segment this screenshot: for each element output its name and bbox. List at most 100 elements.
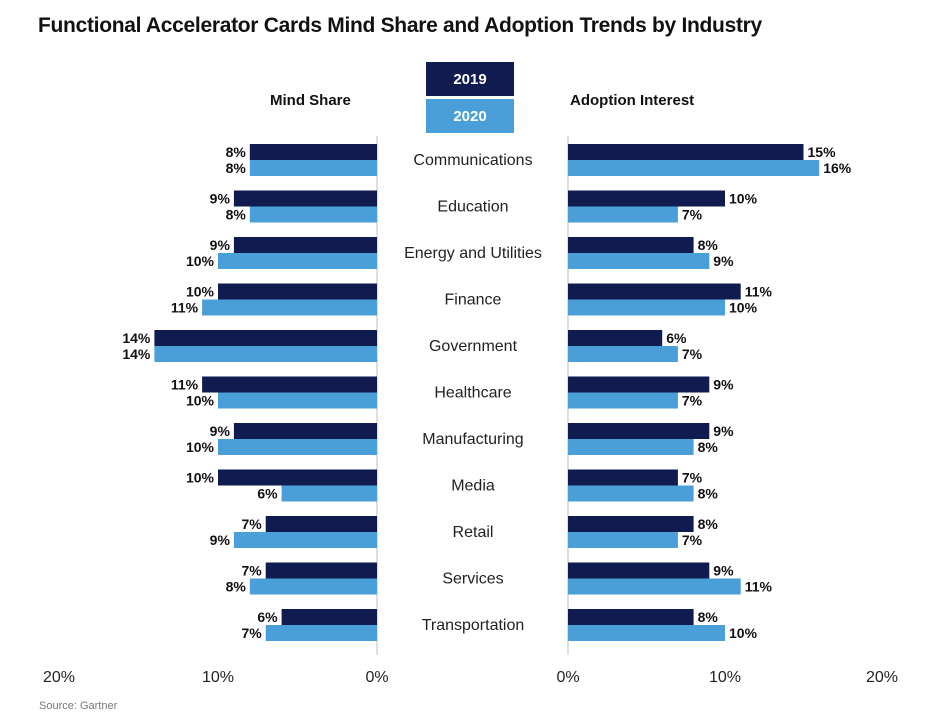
category-label-communications: Communications (413, 152, 532, 169)
adoption-interest-bar-2020-finance (568, 299, 725, 316)
mind-share-value-label: 6% (257, 609, 278, 625)
mind-share-value-label: 10% (186, 439, 215, 455)
adoption-interest-bar-2020-healthcare (568, 392, 678, 409)
mind-share-bar-2020-government (154, 346, 377, 362)
adoption-interest-bar-2019-communications (568, 144, 804, 160)
adoption-interest-value-label: 8% (698, 439, 719, 455)
category-label-services: Services (442, 571, 503, 588)
adoption-interest-tick-label: 0% (556, 669, 579, 686)
adoption-interest-bar-2020-retail (568, 532, 678, 548)
mind-share-bar-2019-transportation (281, 609, 377, 625)
mind-share-value-label: 14% (122, 330, 151, 346)
mind-share-value-label: 8% (226, 579, 247, 595)
mind-share-value-label: 11% (171, 300, 199, 316)
adoption-interest-bar-2019-services (568, 562, 710, 579)
mind-share-bar-2019-government (154, 330, 377, 346)
mind-share-tick-label: 10% (202, 669, 234, 686)
adoption-interest-bar-2020-energy-and-utilities (568, 253, 710, 269)
adoption-interest-bar-2019-manufacturing (568, 423, 710, 439)
adoption-interest-value-label: 10% (729, 191, 758, 207)
adoption-interest-value-label: 8% (698, 609, 719, 625)
adoption-interest-value-label: 7% (682, 470, 703, 486)
mind-share-bar-2020-media (281, 485, 377, 502)
adoption-interest-value-label: 11% (745, 284, 773, 300)
mind-share-bar-2020-services (249, 578, 377, 595)
adoption-interest-value-label: 8% (698, 516, 719, 532)
adoption-interest-value-label: 7% (682, 393, 703, 409)
mind-share-bar-2019-media (218, 469, 377, 486)
mind-share-bar-2019-energy-and-utilities (233, 237, 377, 253)
mind-share-value-label: 7% (241, 563, 262, 579)
mind-share-bar-2020-transportation (265, 625, 377, 641)
mind-share-value-label: 9% (210, 423, 231, 439)
adoption-interest-tick-label: 20% (866, 669, 898, 686)
adoption-interest-value-label: 10% (729, 300, 758, 316)
adoption-interest-value-label: 8% (698, 486, 719, 502)
adoption-interest-value-label: 9% (713, 253, 734, 269)
category-label-transportation: Transportation (422, 617, 525, 634)
mind-share-bar-2020-manufacturing (218, 439, 377, 455)
mind-share-value-label: 8% (226, 207, 247, 223)
adoption-interest-bar-2020-services (568, 578, 741, 595)
mind-share-value-label: 9% (210, 532, 231, 548)
category-label-retail: Retail (453, 524, 494, 541)
adoption-interest-value-label: 6% (666, 330, 687, 346)
mind-share-bar-2020-energy-and-utilities (218, 253, 377, 269)
adoption-interest-bar-2019-government (568, 330, 663, 346)
category-label-manufacturing: Manufacturing (422, 431, 523, 448)
mind-share-value-label: 6% (257, 486, 278, 502)
mind-share-bar-2020-communications (249, 160, 377, 176)
adoption-interest-value-label: 9% (713, 563, 734, 579)
legend-item-2019: 2019 (426, 62, 514, 96)
mind-share-tick-label: 0% (365, 669, 388, 686)
adoption-interest-value-label: 7% (682, 346, 703, 362)
mind-share-tick-label: 20% (43, 669, 75, 686)
adoption-interest-value-label: 9% (713, 377, 734, 393)
adoption-interest-bar-2019-media (568, 469, 678, 486)
category-label-government: Government (429, 338, 518, 355)
chart-title: Functional Accelerator Cards Mind Share … (38, 14, 762, 37)
mind-share-value-label: 8% (226, 160, 247, 176)
mind-share-bar-2019-healthcare (202, 376, 377, 393)
category-label-media: Media (451, 478, 495, 495)
mind-share-value-label: 8% (226, 144, 247, 160)
mind-share-bar-2020-healthcare (218, 392, 377, 409)
mind-share-bar-2019-communications (249, 144, 377, 160)
adoption-interest-bar-2020-media (568, 485, 694, 502)
mind-share-bar-2020-education (249, 206, 377, 223)
adoption-interest-bar-2019-healthcare (568, 376, 710, 393)
mind-share-value-label: 7% (241, 625, 262, 641)
adoption-interest-bar-2019-retail (568, 516, 694, 532)
mind-share-bar-2019-education (233, 190, 377, 207)
adoption-interest-value-label: 8% (698, 237, 719, 253)
source-note: Source: Gartner (39, 700, 118, 712)
mind-share-bar-2019-finance (218, 283, 377, 300)
adoption-interest-bar-2020-communications (568, 160, 820, 176)
panel-label-adoption-interest: Adoption Interest (570, 92, 695, 109)
adoption-interest-bar-2019-education (568, 190, 725, 207)
adoption-interest-value-label: 7% (682, 532, 703, 548)
mind-share-value-label: 14% (122, 346, 151, 362)
category-label-finance: Finance (445, 292, 502, 309)
adoption-interest-bar-2019-finance (568, 283, 741, 300)
mind-share-value-label: 10% (186, 470, 215, 486)
mind-share-value-label: 10% (186, 393, 215, 409)
mind-share-bar-2019-manufacturing (233, 423, 377, 439)
adoption-interest-bar-2020-government (568, 346, 678, 362)
mind-share-bar-2019-retail (265, 516, 377, 532)
adoption-interest-bar-2020-education (568, 206, 678, 223)
mind-share-value-label: 7% (241, 516, 262, 532)
legend-item-2020: 2020 (426, 99, 514, 133)
adoption-interest-bar-2020-manufacturing (568, 439, 694, 455)
mind-share-bar-2019-services (265, 562, 377, 579)
category-label-healthcare: Healthcare (434, 385, 511, 402)
mind-share-value-label: 9% (210, 237, 231, 253)
mind-share-value-label: 10% (186, 253, 215, 269)
adoption-interest-value-label: 10% (729, 625, 758, 641)
adoption-interest-value-label: 11% (745, 579, 773, 595)
category-label-energy-and-utilities: Energy and Utilities (404, 245, 542, 262)
mind-share-value-label: 11% (171, 377, 199, 393)
adoption-interest-value-label: 16% (823, 160, 852, 176)
mind-share-value-label: 10% (186, 284, 215, 300)
